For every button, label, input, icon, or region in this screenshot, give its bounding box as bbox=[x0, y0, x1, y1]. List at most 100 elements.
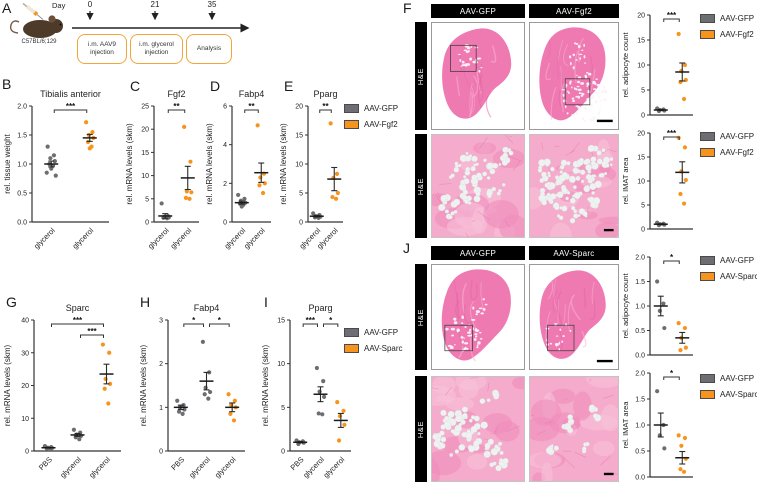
adipocyte bbox=[470, 166, 476, 172]
adipocyte bbox=[468, 445, 475, 453]
sig-bracket bbox=[323, 323, 339, 327]
adipocyte bbox=[561, 187, 568, 194]
imat-speckle bbox=[572, 99, 576, 103]
data-point bbox=[682, 145, 688, 150]
panel-a-label: A bbox=[2, 0, 12, 16]
imat-speckle bbox=[575, 42, 579, 46]
y-tick-label: 1.0 bbox=[635, 423, 645, 430]
fiber-streak bbox=[468, 92, 474, 118]
imat-speckle bbox=[476, 344, 479, 347]
sig-bracket bbox=[663, 376, 680, 380]
adipocyte bbox=[590, 201, 597, 209]
data-point bbox=[108, 381, 113, 386]
imat-speckle bbox=[577, 105, 581, 109]
x-tick-label: glycerol bbox=[71, 226, 96, 251]
imat-speckle bbox=[463, 337, 466, 339]
sig-label: * bbox=[218, 316, 222, 325]
imat-speckle bbox=[589, 119, 594, 123]
adipocyte bbox=[556, 214, 561, 218]
imat-speckle bbox=[571, 97, 575, 100]
imat-speckle bbox=[595, 78, 599, 80]
timeline-box-aav9: i.m. AAV9 injection bbox=[77, 34, 127, 64]
fiber-streak bbox=[588, 378, 592, 382]
chart-sparc-mrna: 0 10 20 30 40 Sparc rel. mRNA levels (skm) PBS g… bbox=[2, 300, 126, 487]
x-tick-label: PBS bbox=[37, 455, 54, 472]
y-tick-label: 20 bbox=[295, 104, 303, 111]
data-point bbox=[681, 96, 687, 102]
histology-f-gfp-zoom bbox=[431, 134, 525, 238]
adipocyte bbox=[568, 175, 576, 183]
panel-e-label: E bbox=[284, 78, 294, 94]
adipocyte bbox=[565, 196, 569, 201]
y-tick-label: 20 bbox=[637, 131, 645, 138]
adipocyte bbox=[486, 190, 493, 197]
x-tick-label: glycerol bbox=[213, 455, 238, 480]
legend-item: AAV-GFP bbox=[700, 132, 754, 141]
imat-speckle bbox=[480, 312, 484, 315]
legend-label: AAV-GFP bbox=[364, 328, 399, 337]
data-point bbox=[322, 394, 327, 399]
mouse-tail bbox=[9, 20, 20, 34]
adipocyte bbox=[499, 458, 503, 463]
legend-item: AAV-GFP bbox=[700, 14, 754, 23]
fiber-streak bbox=[557, 53, 559, 80]
sig-label: *** bbox=[87, 327, 97, 336]
legend-label: AAV-Sparc bbox=[720, 272, 757, 281]
imat-speckle bbox=[592, 80, 596, 85]
legend-swatch-icon bbox=[700, 272, 715, 281]
adipocyte bbox=[438, 442, 444, 447]
adipocyte bbox=[596, 150, 602, 156]
y-tick-label: 0 bbox=[281, 449, 285, 456]
adipocyte bbox=[559, 206, 563, 210]
imat-speckle bbox=[571, 113, 575, 117]
y-axis-label: rel. mRNA levels (skm) bbox=[261, 344, 270, 426]
chart-f-imat-area: 0 5 10 15 20 rel. IMAT area *** bbox=[620, 124, 698, 236]
y-tick-label: 30 bbox=[21, 350, 29, 357]
adipocyte bbox=[476, 172, 482, 179]
imat-speckle bbox=[571, 86, 573, 89]
imat-speckle bbox=[484, 303, 488, 306]
fiber-streak bbox=[591, 281, 595, 305]
adipocyte bbox=[594, 180, 602, 189]
y-tick-label: 5 bbox=[281, 405, 285, 412]
y-tick-label: 15 bbox=[637, 155, 645, 162]
legend-swatch-icon bbox=[344, 328, 359, 337]
y-tick-label: 0.0 bbox=[635, 353, 645, 360]
tissue-patch bbox=[530, 187, 543, 210]
imat-speckle bbox=[559, 328, 562, 331]
imat-speckle bbox=[457, 53, 462, 55]
imat-speckle bbox=[554, 342, 560, 346]
adipocyte bbox=[601, 148, 606, 153]
data-point bbox=[159, 201, 164, 206]
chart-j-adipocyte-count: 0.0 0.5 1.0 1.5 2.0 rel. adipocyte count * bbox=[620, 248, 698, 362]
chart-svg: 0 5 10 15 20 rel. adipocyte count *** bbox=[621, 11, 693, 120]
tissue-patch bbox=[466, 454, 488, 470]
data-point bbox=[236, 192, 241, 198]
adipocyte bbox=[454, 449, 459, 454]
imat-speckle bbox=[600, 89, 605, 93]
chart-svg: 0 5 10 15 20 rel. IMAT area *** bbox=[621, 129, 693, 234]
y-axis-label: rel. mRNA levels (skm) bbox=[139, 344, 148, 426]
y-tick-label: 5 bbox=[145, 196, 149, 203]
adipocyte bbox=[579, 157, 584, 163]
imat-speckle bbox=[476, 346, 479, 349]
adipocyte bbox=[559, 170, 563, 174]
fiber-streak bbox=[557, 298, 560, 324]
histology-j-sparc-zoom bbox=[529, 376, 619, 482]
data-point bbox=[330, 194, 335, 200]
data-point bbox=[662, 325, 667, 331]
imat-speckle bbox=[472, 306, 475, 310]
muscle-zoom-image bbox=[432, 135, 524, 237]
fiber-streak bbox=[564, 397, 568, 401]
imat-speckle bbox=[572, 66, 575, 70]
fiber-streak bbox=[556, 291, 563, 325]
adipocyte bbox=[499, 450, 504, 455]
imat-speckle bbox=[583, 55, 586, 59]
fiber-streak bbox=[463, 304, 471, 324]
adipocyte bbox=[609, 157, 614, 161]
imat-speckle bbox=[584, 62, 586, 64]
imat-speckle bbox=[470, 46, 473, 48]
data-point bbox=[317, 389, 322, 394]
